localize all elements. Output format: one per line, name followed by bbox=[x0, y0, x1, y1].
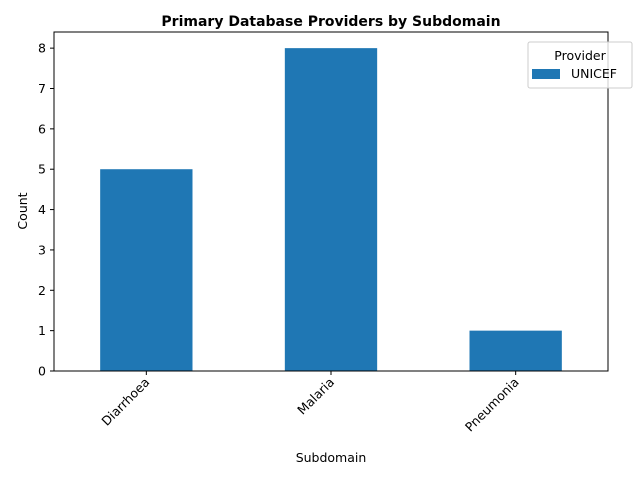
legend-entry-unicef: UNICEF bbox=[571, 66, 617, 81]
x-tick-label-diarrhoea: Diarrhoea bbox=[98, 375, 152, 429]
x-tick-label-malaria: Malaria bbox=[294, 375, 337, 418]
legend-title: Provider bbox=[554, 48, 606, 63]
x-axis-label: Subdomain bbox=[296, 450, 367, 465]
chart-title: Primary Database Providers by Subdomain bbox=[161, 14, 500, 30]
y-tick-label: 0 bbox=[38, 364, 46, 379]
y-axis-label: Count bbox=[15, 192, 30, 229]
y-tick-label: 2 bbox=[38, 283, 46, 298]
y-tick-label: 4 bbox=[38, 202, 46, 217]
y-tick-label: 3 bbox=[38, 242, 46, 257]
x-tick-label-pneumonia: Pneumonia bbox=[462, 375, 522, 435]
y-tick-label: 8 bbox=[38, 41, 46, 56]
bar-diarrhoea bbox=[100, 169, 193, 371]
bars-layer bbox=[100, 48, 562, 371]
y-tick-label: 1 bbox=[38, 323, 46, 338]
y-tick-label: 7 bbox=[38, 81, 46, 96]
bar-pneumonia bbox=[469, 330, 562, 371]
y-tick-label: 5 bbox=[38, 162, 46, 177]
y-tick-label: 6 bbox=[38, 121, 46, 136]
bar-malaria bbox=[284, 48, 378, 371]
legend: Provider UNICEF bbox=[527, 41, 633, 89]
legend-swatch-unicef bbox=[532, 69, 560, 79]
